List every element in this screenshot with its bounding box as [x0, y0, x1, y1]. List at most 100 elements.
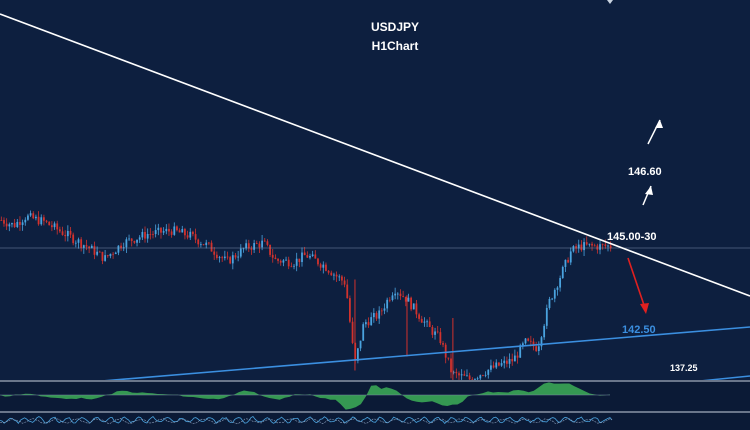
candle-body	[356, 348, 359, 361]
candle-body	[74, 242, 77, 244]
candle-body	[13, 223, 16, 227]
candle-body	[295, 258, 298, 266]
candle-body	[250, 248, 253, 250]
candle-body	[420, 318, 423, 323]
candle-body	[402, 296, 405, 297]
oscillator-histogram	[0, 382, 610, 410]
candle-body	[176, 226, 178, 231]
candle-body	[162, 231, 165, 233]
candle-body	[372, 313, 375, 318]
candle-body	[101, 251, 104, 261]
down-arrow-line	[627, 257, 646, 309]
candle-body	[527, 338, 530, 341]
candle-body	[364, 322, 367, 325]
candle-body	[455, 371, 458, 374]
candle-body	[21, 222, 24, 225]
candle-body	[399, 293, 402, 297]
candle-body	[396, 293, 399, 295]
resistance-zone-label: 145.00-30	[607, 231, 657, 243]
candle-body	[263, 240, 266, 242]
candle-body	[452, 371, 455, 373]
candle-body	[423, 321, 426, 323]
candle-body	[226, 256, 229, 258]
candle-body	[242, 248, 245, 250]
candle-body	[205, 242, 208, 246]
candle-body	[591, 243, 593, 246]
candle-body	[521, 343, 524, 346]
candle-body	[40, 217, 43, 225]
stochastic-line-main	[0, 415, 613, 424]
candle-body	[407, 297, 410, 302]
candle-body	[508, 358, 511, 364]
candle-body	[609, 245, 612, 249]
candle-body	[82, 245, 85, 248]
candle-body	[551, 298, 554, 300]
candle-body	[498, 362, 500, 366]
upper-arrow-head	[655, 120, 663, 128]
candle-body	[513, 355, 516, 362]
candle-body	[114, 252, 117, 255]
candle-body	[309, 256, 311, 258]
candle-body	[543, 325, 546, 338]
candle-body	[434, 331, 436, 335]
candle-body	[210, 242, 213, 252]
candle-body	[213, 251, 216, 255]
candle-body	[16, 221, 19, 227]
candle-body	[298, 258, 301, 263]
candle-body	[601, 244, 604, 246]
candle-body	[234, 255, 237, 258]
candle-body	[341, 276, 343, 281]
candle-body	[293, 265, 295, 267]
candle-body	[109, 253, 112, 257]
candle-body	[375, 313, 378, 319]
candle-body	[325, 264, 327, 271]
candle-body	[146, 233, 149, 239]
candle-body	[287, 259, 290, 267]
candle-body	[239, 248, 242, 257]
candle-body	[346, 284, 349, 299]
candle-body	[327, 270, 330, 273]
candle-body	[319, 264, 322, 268]
candle-body	[532, 341, 535, 347]
candle-body	[394, 293, 397, 296]
candle-body	[559, 278, 562, 288]
candle-body	[436, 331, 439, 333]
candle-body	[567, 259, 569, 263]
candle-body	[133, 241, 136, 243]
candle-body	[431, 327, 434, 335]
candle-body	[575, 246, 577, 249]
candle-body	[277, 258, 279, 261]
candle-body	[343, 280, 346, 285]
candle-body	[207, 242, 210, 244]
candle-body	[85, 245, 88, 247]
candle-body	[442, 343, 444, 345]
candle-body	[104, 255, 107, 261]
candle-body	[529, 340, 532, 342]
candle-body	[66, 230, 69, 237]
candle-body	[56, 223, 59, 230]
candle-body	[218, 257, 221, 259]
candle-body	[303, 252, 306, 256]
candle-body	[274, 257, 277, 259]
candle-body	[351, 321, 354, 343]
candle-body	[117, 245, 120, 253]
candle-body	[32, 213, 35, 219]
candle-body	[0, 220, 3, 221]
candle-body	[35, 216, 37, 219]
candle-body	[428, 321, 431, 328]
candle-body	[495, 362, 498, 368]
candle-body	[545, 307, 548, 326]
candle-body	[130, 238, 133, 242]
candle-body	[564, 259, 567, 267]
candle-body	[64, 234, 67, 237]
candle-body	[271, 254, 274, 258]
candle-body	[540, 337, 543, 347]
candle-body	[106, 255, 109, 257]
candle-body	[492, 365, 495, 368]
candle-body	[410, 297, 413, 310]
candle-body	[181, 229, 184, 233]
candle-body	[245, 243, 248, 249]
candle-body	[72, 234, 75, 244]
candle-body	[152, 234, 154, 235]
